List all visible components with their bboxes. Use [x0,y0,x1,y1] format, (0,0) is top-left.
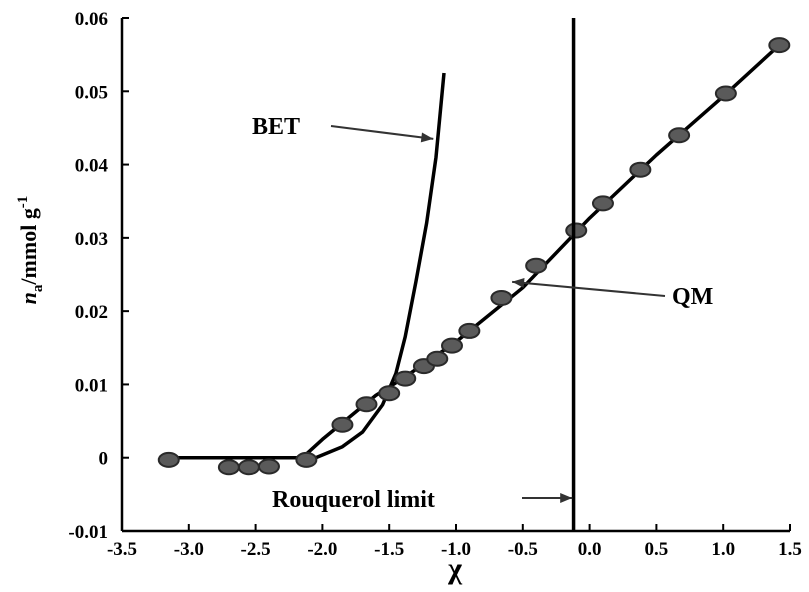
x-tick-label: -2.5 [241,539,271,560]
annotation-arrow-head [560,493,573,503]
y-tick-label: 0.05 [75,82,108,103]
data-point [157,451,180,468]
x-axis-title: χ [447,552,463,585]
x-tick-label: -3.0 [174,539,204,560]
data-point [768,37,791,54]
data-point [217,459,240,476]
y-tick-label: 0.01 [75,375,108,396]
y-tick-label: 0.04 [75,156,109,177]
data-point [714,85,737,102]
data-point [490,289,513,306]
data-point [295,451,318,468]
data-point [458,322,481,339]
annotation-arrow-shaft [330,125,434,140]
y-axis-title-unit: /mmol g [16,208,41,285]
data-point [426,350,449,367]
annotation-label: QM [672,284,713,310]
annotation-arrow-head [420,132,434,143]
series-line-bet [315,72,446,460]
annotations: BET QM Rouquerol limit [252,114,713,513]
y-tick-label: 0.02 [75,302,108,323]
data-points [157,37,791,476]
x-tick-label: 0.5 [645,539,669,560]
data-point [629,161,652,178]
y-axis-title-superscript: -1 [15,196,31,209]
annotation-arrow-shaft [512,280,666,297]
data-point [565,222,588,239]
y-tick-label: 0.06 [75,9,108,30]
plot-frame [120,18,790,533]
data-point [331,416,354,433]
data-point [440,337,463,354]
data-point [591,195,614,212]
y-axis-title-subscript: a [30,284,46,292]
y-ticks: -0.01 0 0.01 0.02 0.03 0.04 0.05 0.06 [68,9,129,543]
y-axis-title-symbol: n [16,292,41,304]
x-tick-label: -1.0 [441,539,471,560]
x-ticks: -3.5 -3.0 -2.5 -2.0 -1.5 -1.0 -0.5 0.0 0.5 1.0 1.5 [107,524,802,560]
x-tick-label: -1.5 [374,539,404,560]
y-axis-title: na/mmol g-1 [15,196,46,305]
y-tick-label: -0.01 [68,522,108,543]
data-point [355,396,378,413]
annotation-label: Rouquerol limit [272,487,435,513]
data-point [525,257,548,274]
data-point [378,385,401,402]
series-line-qm [168,43,781,460]
annotation-arrow-head [512,278,525,288]
data-point [394,370,417,387]
data-point [257,458,280,475]
x-tick-label: -2.0 [307,539,337,560]
data-point [237,459,260,476]
x-tick-label: 1.5 [778,539,802,560]
annotation-label: BET [252,114,300,140]
x-tick-label: 0.0 [578,539,602,560]
data-point [668,127,691,144]
y-tick-label: 0 [99,449,109,470]
x-tick-label: -0.5 [508,539,538,560]
series-lines [168,43,781,460]
x-tick-label: -3.5 [107,539,137,560]
x-tick-label: 1.0 [711,539,735,560]
y-tick-label: 0.03 [75,229,108,250]
